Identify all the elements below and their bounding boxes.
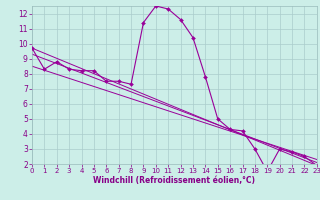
X-axis label: Windchill (Refroidissement éolien,°C): Windchill (Refroidissement éolien,°C) [93,176,255,185]
